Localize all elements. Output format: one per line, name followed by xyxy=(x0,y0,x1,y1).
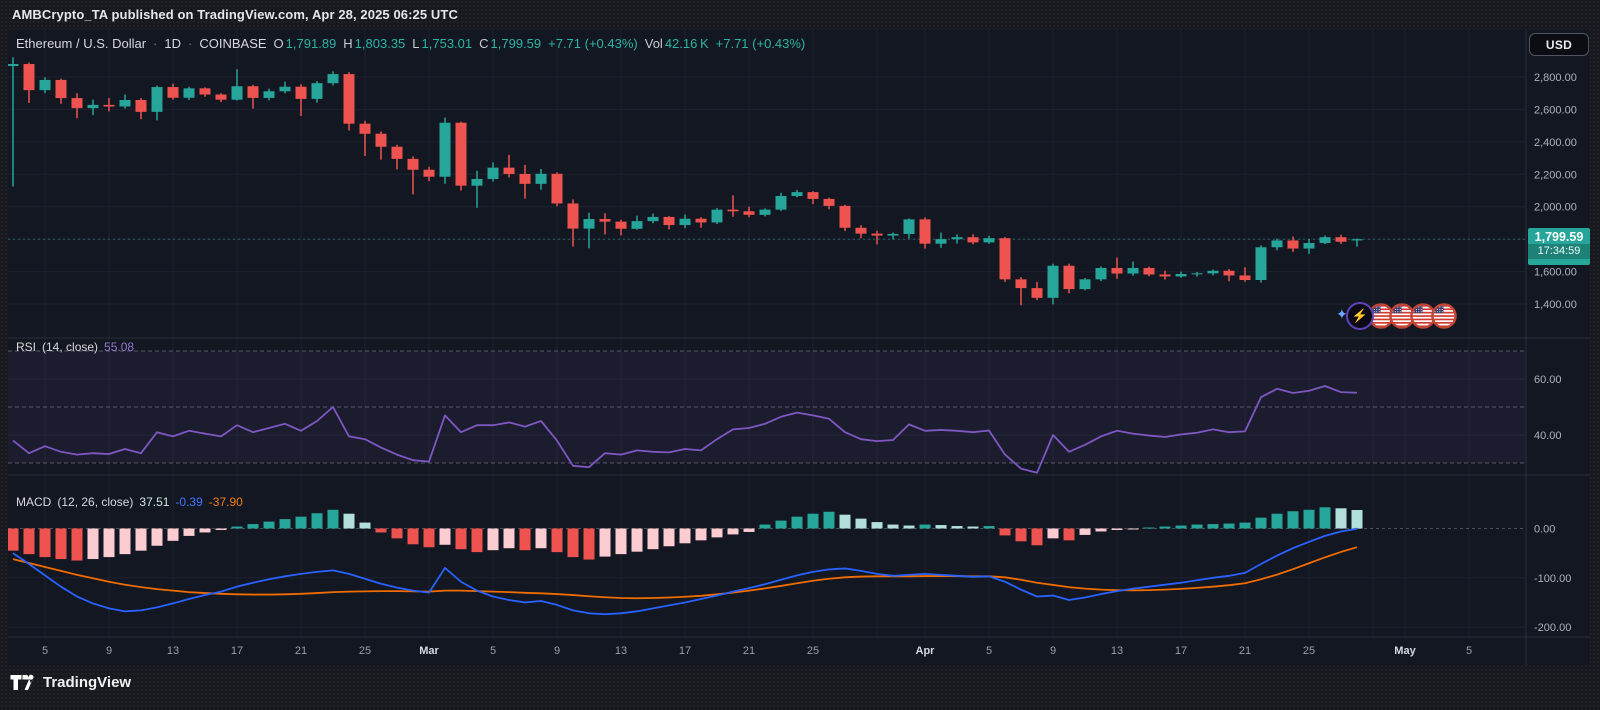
symbol-name[interactable]: Ethereum / U.S. Dollar xyxy=(16,36,147,51)
low-value: 1,753.01 xyxy=(421,36,473,51)
open-value: 1,791.89 xyxy=(285,36,337,51)
low-label: L xyxy=(412,36,420,51)
rsi-legend: RSI (14, close) 55.08 xyxy=(16,340,134,354)
svg-text:2,600.00: 2,600.00 xyxy=(1534,104,1577,116)
us-flag-sticker-icon xyxy=(1367,303,1394,329)
open-label: O xyxy=(273,36,284,51)
svg-text:17: 17 xyxy=(231,645,243,657)
attribution-bar: AMBCrypto_TA published on TradingView.co… xyxy=(0,0,1600,30)
svg-text:5: 5 xyxy=(986,645,992,657)
us-flag-sticker-icon xyxy=(1430,303,1457,329)
volume-change-value: +7.71 (+0.43%) xyxy=(715,36,806,51)
chart-canvas[interactable]: 2,800.00 2,600.00 2,400.00 2,200.00 2,000.00… xyxy=(8,30,1590,665)
high-label: H xyxy=(343,36,353,51)
svg-text:9: 9 xyxy=(1050,645,1056,657)
svg-text:21: 21 xyxy=(1239,645,1251,657)
svg-text:60.00: 60.00 xyxy=(1534,374,1562,386)
svg-text:17: 17 xyxy=(679,645,691,657)
bar-countdown: 17:34:59 xyxy=(1528,244,1590,259)
svg-text:17: 17 xyxy=(1175,645,1187,657)
volume-label: Vol xyxy=(644,36,663,51)
change-value: +7.71 (+0.43%) xyxy=(548,36,638,51)
svg-text:5: 5 xyxy=(1466,645,1472,657)
macd-hist-value: 37.51 xyxy=(139,495,170,509)
svg-text:21: 21 xyxy=(295,645,307,657)
svg-text:25: 25 xyxy=(807,645,819,657)
symbol-legend: Ethereum / U.S. Dollar · 1D · COINBASE O… xyxy=(16,36,805,51)
timeframe-label[interactable]: 1D xyxy=(164,36,182,51)
legend-separator: · xyxy=(153,36,158,51)
attribution-text: AMBCrypto_TA published on TradingView.co… xyxy=(12,7,458,22)
macd-line-value: -0.39 xyxy=(175,495,203,509)
rsi-value: 55.08 xyxy=(104,340,135,354)
svg-text:13: 13 xyxy=(615,645,627,657)
us-flag-sticker-group xyxy=(1367,302,1458,330)
rsi-params: (14, close) xyxy=(42,340,99,354)
svg-text:9: 9 xyxy=(106,645,112,657)
svg-text:-100.00: -100.00 xyxy=(1534,573,1571,585)
rsi-name[interactable]: RSI xyxy=(16,340,37,354)
tradingview-logo-icon xyxy=(10,674,35,690)
svg-text:21: 21 xyxy=(743,645,755,657)
macd-legend: MACD (12, 26, close) 37.51 -0.39 -37.90 xyxy=(16,495,243,509)
high-value: 1,803.35 xyxy=(354,36,406,51)
close-value: 1,799.59 xyxy=(490,36,542,51)
svg-text:5: 5 xyxy=(42,645,48,657)
svg-text:Mar: Mar xyxy=(419,645,439,657)
lightning-sticker-icon: ⚡ xyxy=(1345,302,1374,330)
close-label: C xyxy=(479,36,489,51)
svg-text:13: 13 xyxy=(1111,645,1123,657)
last-price-badge: 1,799.59 17:34:59 xyxy=(1528,228,1590,265)
svg-text:Apr: Apr xyxy=(916,645,936,657)
svg-text:May: May xyxy=(1394,645,1416,657)
footer-brand-bar: TradingView xyxy=(10,674,131,691)
macd-signal-value: -37.90 xyxy=(208,495,243,509)
svg-text:2,000.00: 2,000.00 xyxy=(1534,202,1577,214)
svg-text:5: 5 xyxy=(490,645,496,657)
lightning-glyph: ⚡ xyxy=(1351,308,1368,323)
chart-panel: 2,800.00 2,600.00 2,400.00 2,200.00 2,000.00… xyxy=(8,30,1590,665)
svg-text:1,400.00: 1,400.00 xyxy=(1534,299,1577,311)
svg-text:2,200.00: 2,200.00 xyxy=(1534,169,1577,181)
svg-text:2,400.00: 2,400.00 xyxy=(1534,137,1577,149)
us-flag-sticker-icon xyxy=(1409,303,1436,329)
svg-text:9: 9 xyxy=(554,645,560,657)
svg-text:13: 13 xyxy=(167,645,179,657)
tradingview-wordmark: TradingView xyxy=(43,674,132,691)
macd-name[interactable]: MACD xyxy=(16,495,52,509)
svg-text:2,800.00: 2,800.00 xyxy=(1534,72,1577,84)
exchange-label: COINBASE xyxy=(199,36,267,51)
currency-toggle-button[interactable]: USD xyxy=(1529,33,1589,56)
svg-text:40.00: 40.00 xyxy=(1534,430,1562,442)
legend-separator2: · xyxy=(188,36,193,51)
svg-text:1,600.00: 1,600.00 xyxy=(1534,267,1577,279)
svg-text:-200.00: -200.00 xyxy=(1534,622,1571,634)
last-price-value: 1,799.59 xyxy=(1534,230,1584,244)
volume-value: 42.16 K xyxy=(664,36,709,51)
svg-text:25: 25 xyxy=(359,645,371,657)
svg-text:25: 25 xyxy=(1303,645,1315,657)
macd-params: (12, 26, close) xyxy=(57,495,134,509)
reaction-stickers: ✦ ⚡ xyxy=(1336,302,1458,330)
svg-text:0.00: 0.00 xyxy=(1534,524,1555,536)
sparkle-icon: ✦ xyxy=(1336,305,1348,322)
